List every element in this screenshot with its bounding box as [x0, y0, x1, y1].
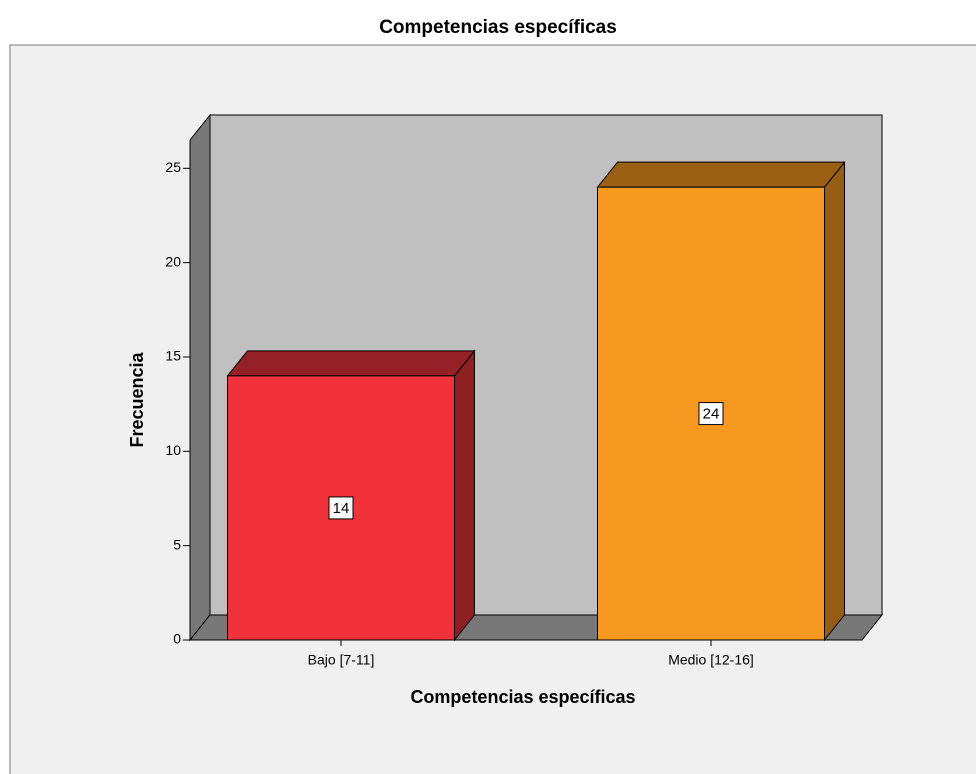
x-tick-label: Medio [12-16] [668, 652, 754, 668]
value-label-box [328, 496, 354, 520]
y-tick-label: 0 [173, 631, 181, 647]
bar-top [226, 350, 476, 377]
y-tick-label: 10 [165, 442, 181, 458]
x-tick-label: Bajo [7-11] [308, 652, 375, 668]
y-axis-title: Frecuencia [127, 351, 147, 447]
y-tick-label: 25 [165, 159, 181, 175]
chart-title: Competencias específicas [379, 17, 617, 38]
x-axis-title: Competencias específicas [410, 687, 635, 707]
value-label: 24 [703, 406, 720, 423]
bar-top [596, 161, 846, 188]
bar-side [824, 160, 845, 642]
y-tick-label: 15 [165, 348, 181, 364]
y-tick-label: 20 [165, 253, 181, 269]
bar-side [454, 349, 475, 642]
left-wall [189, 113, 211, 642]
value-label-box [698, 402, 724, 426]
y-tick-label: 5 [173, 536, 181, 552]
value-label: 14 [333, 500, 350, 517]
